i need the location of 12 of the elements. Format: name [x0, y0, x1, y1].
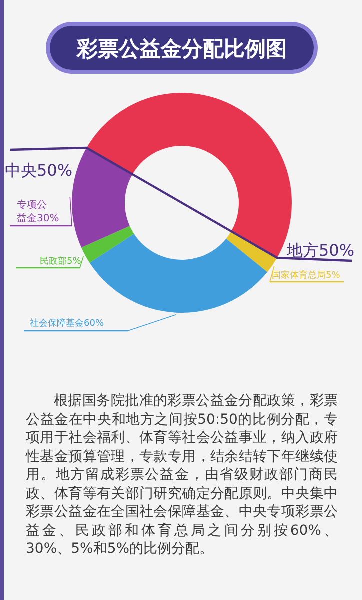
donut-slice — [72, 148, 133, 248]
slice-label: 地方50% — [286, 241, 355, 260]
text: 中央50% — [5, 161, 73, 180]
donut-slice — [90, 234, 268, 313]
slice-label: 民政部5% — [40, 256, 82, 267]
chart-title: 彩票公益金分配比例图 — [76, 37, 287, 61]
donut-slice — [82, 226, 134, 263]
slice-label: 国家体育总局5% — [272, 270, 341, 281]
slice-label: 社会保障基金60% — [30, 318, 104, 329]
text: 根据国务院批准的彩票公益金分配政策，彩票公益金在中央和地方之间按50:50的比例分配，专项用于社会福利、体育等社会公益事业，纳入政府性基金预算管理，专款专用，结余结转下年继续使用。地方留成彩票公益金，由省级财政部门商民政、体育等有关部门研究确定分配原则。中央集中彩票公益金在全国社会保障基金、中央专项彩票公益金、民政部和体育总局之间分别按60%、30%、5%和5%的比例分配。 — [26, 393, 338, 557]
donut-slice — [226, 232, 278, 272]
slice-label: 专项公益金30% — [17, 199, 60, 224]
